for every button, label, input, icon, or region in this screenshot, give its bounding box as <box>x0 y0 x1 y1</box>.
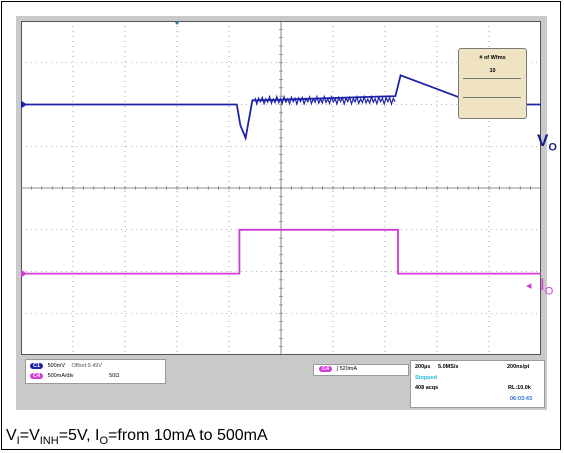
c1-badge: C1 <box>30 363 44 369</box>
plot-border <box>21 21 541 355</box>
waveform-count-box: # of Wfms 10 <box>458 48 527 119</box>
vo-channel-label: VO <box>537 131 557 154</box>
io-ground-marker-icon <box>21 269 27 278</box>
figure-caption: VI=VINH=5V, IO=from 10mA to 500mA <box>6 427 268 448</box>
acq-count: 408 acqs <box>415 385 439 391</box>
trigger-badge: C4 <box>319 366 333 372</box>
c4-impedance: 50Ω <box>109 373 120 379</box>
acquisition-panel: 200µs 5.0MS/s 200ns/pt Stopped 408 acqs … <box>410 360 545 408</box>
c1-scale: 500mV <box>47 363 65 369</box>
record-length: RL:10.0k <box>508 385 531 391</box>
trigger-panel: C4 ∫ 520mA <box>313 364 409 376</box>
trigger-position-marker-icon <box>174 21 180 25</box>
series-io <box>21 228 541 275</box>
acq-state: Stopped <box>415 375 437 381</box>
io-marker-arrow-icon: ◂ <box>526 280 532 292</box>
c4-badge: C4 <box>30 373 44 379</box>
waveform-plot <box>21 21 541 355</box>
io-channel-label: ◂ IO <box>526 275 554 298</box>
c4-scale: 500mA/div <box>47 373 74 379</box>
c1-offset: Offset:9.49V <box>71 363 103 369</box>
series-vo-noise <box>254 94 396 107</box>
resolution: 200ns/pt <box>507 364 530 370</box>
sample-rate: 5.0MS/s <box>438 364 459 370</box>
wfm-count-value: 10 <box>489 68 496 74</box>
channel-settings-panel: C1 500mV Offset:9.49V C4 500mA/div 50Ω <box>25 359 166 384</box>
clock-time: 06:03:43 <box>510 396 533 402</box>
trigger-level: ∫ 520mA <box>336 366 358 372</box>
timebase: 200µs <box>415 364 431 370</box>
vo-ground-marker-icon <box>21 100 27 109</box>
wfm-count-title: # of Wfms <box>479 55 506 61</box>
